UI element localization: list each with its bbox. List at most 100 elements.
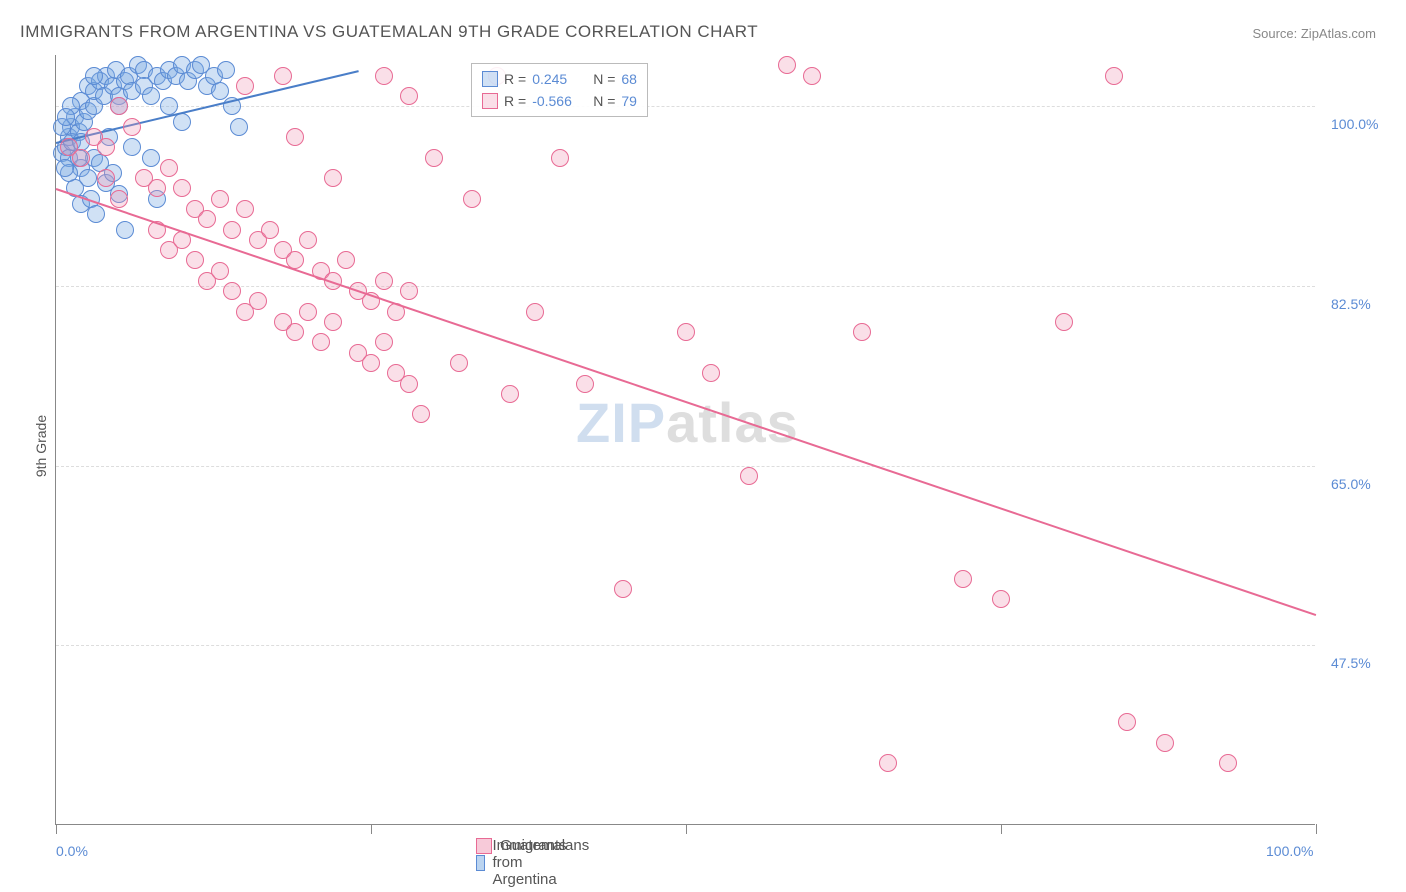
scatter-point <box>211 82 229 100</box>
scatter-point <box>223 282 241 300</box>
correlation-legend: R =0.245N =68R =-0.566N =79 <box>471 63 648 117</box>
series-legend-item: Guatemalans <box>476 837 589 854</box>
x-tick-label-left: 0.0% <box>56 843 88 859</box>
scatter-point <box>198 210 216 228</box>
scatter-point <box>324 313 342 331</box>
scatter-point <box>116 221 134 239</box>
scatter-point <box>312 333 330 351</box>
scatter-point <box>236 77 254 95</box>
scatter-point <box>740 467 758 485</box>
legend-swatch <box>482 71 498 87</box>
scatter-point <box>337 251 355 269</box>
scatter-point <box>211 262 229 280</box>
n-label: N = <box>593 68 615 90</box>
scatter-point <box>400 87 418 105</box>
scatter-point <box>853 323 871 341</box>
y-tick-label: 100.0% <box>1331 116 1378 132</box>
scatter-point <box>97 169 115 187</box>
scatter-point <box>1118 713 1136 731</box>
scatter-point <box>1105 67 1123 85</box>
scatter-point <box>778 56 796 74</box>
scatter-point <box>551 149 569 167</box>
legend-swatch <box>476 838 492 854</box>
scatter-point <box>56 159 74 177</box>
correlation-legend-row: R =0.245N =68 <box>482 68 637 90</box>
scatter-point <box>87 205 105 223</box>
watermark: ZIPatlas <box>576 390 799 455</box>
source-link[interactable]: ZipAtlas.com <box>1301 26 1376 41</box>
scatter-point <box>123 118 141 136</box>
trend-line <box>56 189 1317 617</box>
correlation-legend-row: R =-0.566N =79 <box>482 90 637 112</box>
source-prefix: Source: <box>1252 26 1300 41</box>
scatter-point <box>1055 313 1073 331</box>
scatter-point <box>274 67 292 85</box>
scatter-point <box>400 375 418 393</box>
scatter-point <box>879 754 897 772</box>
scatter-point <box>261 221 279 239</box>
series-legend-label: Guatemalans <box>500 837 589 854</box>
gridline <box>56 106 1315 107</box>
scatter-point <box>148 179 166 197</box>
scatter-point <box>992 590 1010 608</box>
y-tick-label: 65.0% <box>1331 476 1371 492</box>
scatter-point <box>223 221 241 239</box>
x-tick <box>1001 824 1002 834</box>
scatter-point <box>299 231 317 249</box>
scatter-point <box>123 138 141 156</box>
legend-swatch <box>482 93 498 109</box>
scatter-point <box>57 108 75 126</box>
scatter-point <box>299 303 317 321</box>
n-value: 79 <box>621 90 637 112</box>
scatter-point <box>324 169 342 187</box>
scatter-point <box>236 200 254 218</box>
scatter-point <box>526 303 544 321</box>
scatter-point <box>173 179 191 197</box>
y-axis-label: 9th Grade <box>33 415 49 477</box>
scatter-point <box>954 570 972 588</box>
scatter-point <box>142 87 160 105</box>
scatter-point <box>362 354 380 372</box>
scatter-point <box>400 282 418 300</box>
scatter-point <box>375 67 393 85</box>
source-attribution: Source: ZipAtlas.com <box>1252 26 1376 41</box>
scatter-point <box>412 405 430 423</box>
scatter-point <box>677 323 695 341</box>
scatter-point <box>186 251 204 269</box>
n-value: 68 <box>621 68 637 90</box>
scatter-point <box>142 149 160 167</box>
scatter-point <box>97 138 115 156</box>
scatter-point <box>1219 754 1237 772</box>
gridline <box>56 466 1315 467</box>
r-label: R = <box>504 90 526 112</box>
scatter-point <box>286 323 304 341</box>
n-label: N = <box>593 90 615 112</box>
y-tick-label: 47.5% <box>1331 655 1371 671</box>
x-tick <box>56 824 57 834</box>
y-tick-label: 82.5% <box>1331 296 1371 312</box>
scatter-point <box>576 375 594 393</box>
scatter-point <box>249 292 267 310</box>
x-tick <box>371 824 372 834</box>
scatter-point <box>463 190 481 208</box>
chart-container: IMMIGRANTS FROM ARGENTINA VS GUATEMALAN … <box>0 0 1406 892</box>
x-tick-label-right: 100.0% <box>1266 843 1313 859</box>
scatter-point <box>1156 734 1174 752</box>
x-tick <box>686 824 687 834</box>
plot-area: ZIPatlas 47.5%65.0%82.5%100.0%0.0%100.0%… <box>55 55 1315 825</box>
scatter-point <box>286 128 304 146</box>
r-label: R = <box>504 68 526 90</box>
scatter-point <box>450 354 468 372</box>
scatter-point <box>375 333 393 351</box>
legend-swatch <box>476 855 485 871</box>
gridline <box>56 286 1315 287</box>
scatter-point <box>803 67 821 85</box>
scatter-point <box>110 97 128 115</box>
scatter-point <box>375 272 393 290</box>
scatter-point <box>160 159 178 177</box>
chart-title: IMMIGRANTS FROM ARGENTINA VS GUATEMALAN … <box>20 22 758 42</box>
watermark-zip: ZIP <box>576 391 666 454</box>
scatter-point <box>501 385 519 403</box>
scatter-point <box>217 61 235 79</box>
scatter-point <box>85 67 103 85</box>
